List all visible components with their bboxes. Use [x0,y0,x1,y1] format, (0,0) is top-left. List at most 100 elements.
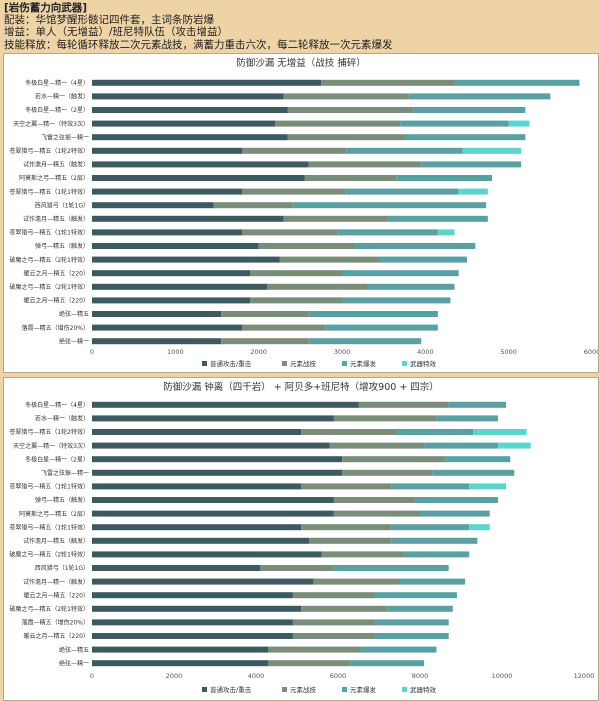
x-tick-label: 6000 [584,348,598,356]
bar-segment [408,93,551,100]
chart-team: 防御沙漏 钟离（四千岩） + 阿贝多+班尼特（增攻900 + 四宗） 0 2000 4… [9,381,594,694]
bar-segment [333,565,449,571]
chart-panel-solo: 防御沙漏 无增益（战技 捕碎） 0 1000 2000 3000 4000 5000 6000… [3,53,599,373]
header-title: [岩伤蓄力向武器] [4,2,88,14]
bar-segment [267,283,367,290]
category-label: 苍翠猎弓—精五（1轮1特效） [9,188,89,196]
bar-segment [415,497,498,503]
legend-swatch [342,687,347,692]
bar-segment [458,188,488,195]
legend-label: 武器特效 [410,685,437,694]
category-label: 苍翠猎弓—精五（1轮2特效） [9,428,89,436]
bar-segment [301,605,388,612]
x-tick-label: 0 [90,672,94,680]
bar-segment [301,524,392,531]
category-label: 落霞—精五（增伤20%） [22,619,89,627]
bar-segment [92,270,251,277]
bar-segment [508,120,530,127]
header-line-buffs: 增益：单人（无增益）/班尼特队伍（攻击增益） [4,26,229,39]
bar-segment [420,510,490,517]
bar-segment [292,619,375,626]
bar-segment [287,134,405,141]
x-tick-label: 2000 [166,672,183,680]
category-label: 暖云之月—精五（220） [24,591,89,599]
bar-segment [92,401,359,408]
bar-segment [92,646,269,653]
x-tick-label: 8000 [412,672,429,680]
legend-label: 元素爆发 [350,685,377,694]
chart-panel-team: 防御沙漏 钟离（四千岩） + 阿贝多+班尼特（增攻900 + 四宗） 0 2000 4… [3,377,599,701]
x-tick-label: 6000 [330,672,347,680]
chart-solo: 防御沙漏 无增益（战技 捕碎） 0 1000 2000 3000 4000 5000 6000… [9,57,598,368]
category-label: 暖云之月—精五（220） [24,297,89,305]
bar-segment [92,107,288,113]
legend-label: 武器特效 [410,359,437,368]
chart-title: 防御沙漏 钟离（四千岩） + 阿贝多+班尼特（增攻900 + 四宗） [163,381,439,393]
bar-segment [308,161,422,168]
bar-segment [92,537,310,544]
x-tick-label: 3000 [334,348,351,356]
category-label: 西风猎弓（1轮1G） [35,564,89,572]
bar-segment [379,256,467,263]
category-label: 破魔之弓—精五（2轮1特效） [9,283,89,291]
bar-segment [342,456,445,463]
legend-swatch [402,361,407,366]
category-label: 苍翠猎弓—精五（1轮1特效） [9,483,89,491]
bar-segment [258,243,355,249]
bar-segment [391,483,470,490]
bar-segment [92,188,242,195]
bar-segment [92,442,330,449]
bar-segment [462,147,522,154]
bar-segment [221,338,309,345]
legend-swatch [202,687,207,692]
bar-segment [309,537,392,544]
bar-segment [92,429,302,435]
bar-segment [92,324,242,331]
bar-segment [412,107,526,113]
bar-segment [92,256,280,263]
category-label: 试作澹月—精五（触发） [23,537,89,545]
bar-segment [342,270,459,277]
x-tick-label: 4000 [248,672,265,680]
bar-segment [358,646,437,653]
bar-segment [333,415,437,422]
bar-segment [92,578,314,585]
bar-segment [354,243,476,249]
bar-segment [92,483,302,490]
legend-label: 普通攻击/重击 [210,685,252,694]
legend-label: 元素爆发 [350,359,377,368]
bar-segment [92,592,293,599]
bar-segment [92,311,222,317]
bar-segment [350,660,425,667]
category-label: 弹弓—精五（触发） [35,242,89,250]
bar-segment [403,551,470,558]
legend-swatch [202,361,207,366]
bar-segment [92,175,305,181]
header: [岩伤蓄力向武器] 配装：华馆梦醒形骸记四件套，主词条防岩爆 增益：单人（无增益… [4,2,596,51]
bar-segment [404,134,526,141]
x-tick-label: 0 [90,348,94,356]
bar-segment [92,202,214,209]
bar-segment [469,524,490,531]
bar-segment [399,578,466,585]
category-label: 冬极白星—精一（2星） [25,106,89,114]
bar-segment [321,551,404,558]
category-label: 破魔之弓—精五（2轮1特效） [9,605,89,613]
watermark: 米游社@悬悬 [517,683,590,697]
legend-swatch [282,361,287,366]
bar-segment [448,401,507,408]
category-label: 破魔之弓—精五（2轮1特效） [9,551,89,559]
bar-segment [92,297,251,304]
bar-segment [213,202,293,209]
x-tick-label: 4000 [417,348,434,356]
category-label: 弹弓—精五（触发） [35,496,89,504]
bar-segment [92,93,284,100]
bar-segment [92,551,322,558]
bar-segment [275,120,401,127]
bar-segment [92,469,343,476]
bar-segment [396,175,492,181]
bar-segment [374,619,449,626]
category-label: 冬极白星—精一（4星） [25,401,89,409]
bar-segment [92,660,269,667]
bar-segment [444,456,511,463]
